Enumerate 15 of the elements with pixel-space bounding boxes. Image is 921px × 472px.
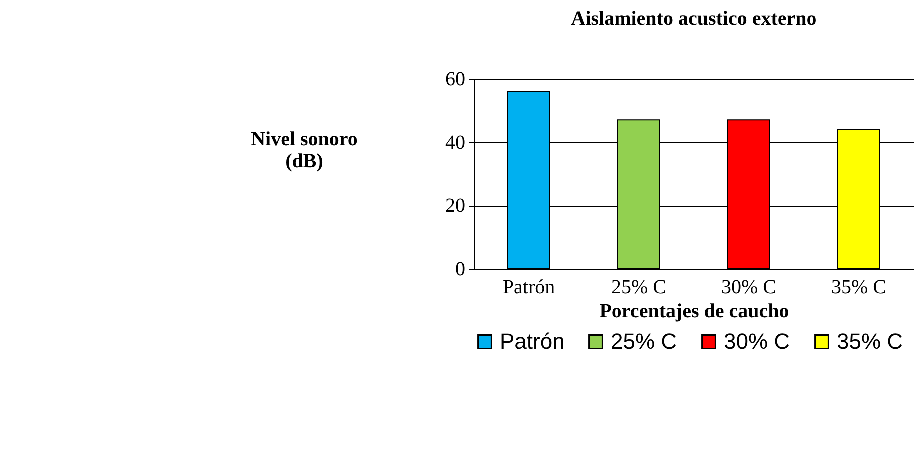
y-tick-label: 20: [446, 195, 466, 218]
x-tick-label: 25% C: [612, 276, 666, 298]
y-tick-label: 40: [446, 132, 466, 154]
y-tick-label: 0: [456, 258, 466, 280]
x-axis-title: Porcentajes de caucho: [600, 300, 790, 322]
legend-label: 30% C: [724, 329, 790, 354]
x-tick-label: Patrón: [502, 276, 556, 298]
x-tick-label: 30% C: [722, 276, 776, 298]
legend-label: 35% C: [837, 329, 904, 354]
legend-label: 25% C: [611, 329, 678, 354]
legend-label: Patrón: [500, 329, 565, 354]
y-axis-title: Nivel sonoro (dB): [251, 128, 358, 172]
chart-title: Aislamiento acustico externo: [571, 8, 817, 30]
x-tick-label: 35% C: [832, 276, 886, 298]
y-tick-label: 60: [446, 68, 466, 90]
